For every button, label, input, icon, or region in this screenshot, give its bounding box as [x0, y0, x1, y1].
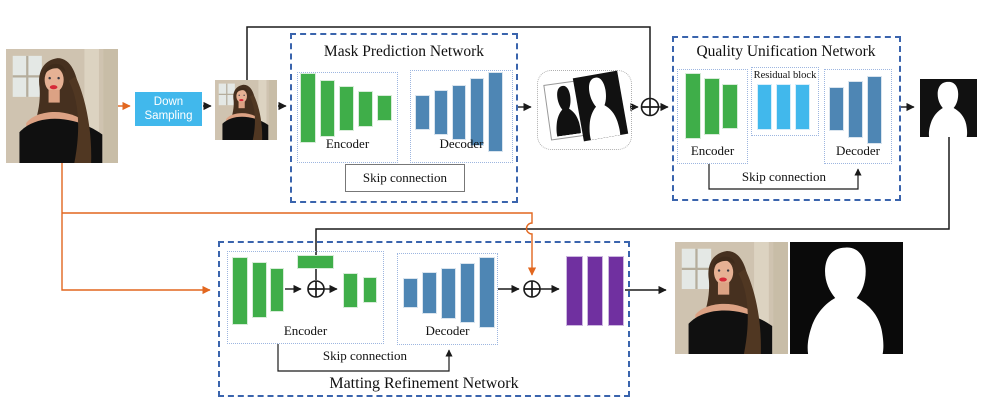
decoder-bar	[829, 87, 844, 131]
qun-skip-label: Skip connection	[741, 169, 827, 184]
downsampled-image	[215, 80, 277, 140]
decoder-bar	[434, 90, 448, 135]
mpn-encoder-box	[297, 72, 398, 163]
refinement-bar	[608, 256, 624, 326]
qun-residual-box	[751, 67, 819, 136]
downsampling-label-line1: Down	[153, 95, 184, 108]
mrn-encoder-label: Encoder	[283, 323, 328, 338]
orange-line-input-to-mrn	[61, 163, 211, 295]
mask-feature-bar	[297, 255, 334, 269]
encoder-bar	[722, 84, 738, 129]
encoder-bar	[358, 91, 373, 127]
encoder-bar	[270, 268, 284, 312]
mpn-encoder-label: Encoder	[325, 136, 370, 151]
mpn-skip-label: Skip connection	[362, 170, 448, 185]
encoder-bar	[363, 277, 377, 303]
qun-decoder-label: Decoder	[835, 143, 881, 158]
qun-decoder-box	[824, 69, 892, 164]
encoder-bar	[300, 73, 316, 143]
decoder-bar	[479, 257, 495, 328]
decoder-bar	[422, 272, 437, 314]
mpn-decoder-label: Decoder	[439, 136, 484, 151]
refinement-bar	[587, 256, 603, 326]
decoder-bar	[441, 268, 456, 319]
mrn-title: Matting Refinement Network	[329, 375, 519, 392]
mpn-title: Mask Prediction Network	[323, 43, 485, 60]
qun-skip-bracket	[708, 164, 862, 190]
qun-residual-label: Residual block	[753, 70, 817, 81]
output-alpha-matte	[790, 242, 903, 354]
decoder-bar	[488, 72, 503, 152]
mask-prediction-network-box	[290, 33, 518, 203]
decoder-bar	[452, 85, 466, 140]
qun-encoder-label: Encoder	[690, 143, 735, 158]
input-image	[6, 49, 118, 163]
encoder-bar	[252, 262, 267, 318]
quality-unification-network-box	[672, 36, 901, 201]
residual-bar	[795, 84, 810, 130]
mrn-encoder-box	[227, 251, 384, 344]
decoder-bar	[848, 81, 863, 138]
mpn-decoder-box	[410, 70, 513, 163]
bypass-line-small-to-sum	[246, 26, 651, 98]
decoder-bar	[470, 78, 484, 146]
decoder-bar	[403, 278, 418, 308]
mrn-decoder-box	[397, 253, 498, 345]
encoder-bar	[377, 95, 392, 121]
qun-title: Quality Unification Network	[696, 43, 876, 60]
encoder-bar	[704, 78, 720, 135]
orange-line-input-to-sum	[62, 212, 537, 276]
unified-mask-output	[920, 79, 977, 137]
encoder-bar	[320, 80, 335, 137]
downsampling-label-line2: Sampling	[144, 110, 193, 122]
residual-bar	[757, 84, 772, 130]
decoder-bar	[460, 263, 475, 323]
encoder-bar	[343, 273, 358, 308]
encoder-bar	[685, 73, 701, 139]
residual-bar	[776, 84, 791, 130]
refinement-bar	[566, 256, 583, 326]
output-image	[675, 242, 788, 354]
line-mask-output-to-mrn	[315, 137, 950, 280]
mrn-skip-bracket	[277, 344, 453, 372]
sum-node-mrn-output	[523, 280, 541, 298]
sum-node-mrn-encoder	[307, 280, 325, 298]
mpn-skip-connection: Skip connection	[345, 164, 465, 192]
qun-encoder-box	[677, 69, 748, 164]
sum-node-top	[640, 97, 660, 117]
decoder-bar	[867, 76, 882, 144]
mrn-skip-label: Skip connection	[322, 348, 408, 363]
mrn-decoder-label: Decoder	[425, 323, 470, 338]
decoder-bar	[415, 95, 430, 130]
downsampling-box: Down Sampling	[135, 92, 202, 126]
encoder-bar	[339, 86, 354, 131]
matting-refinement-network-box	[218, 241, 630, 397]
encoder-bar	[232, 257, 248, 325]
